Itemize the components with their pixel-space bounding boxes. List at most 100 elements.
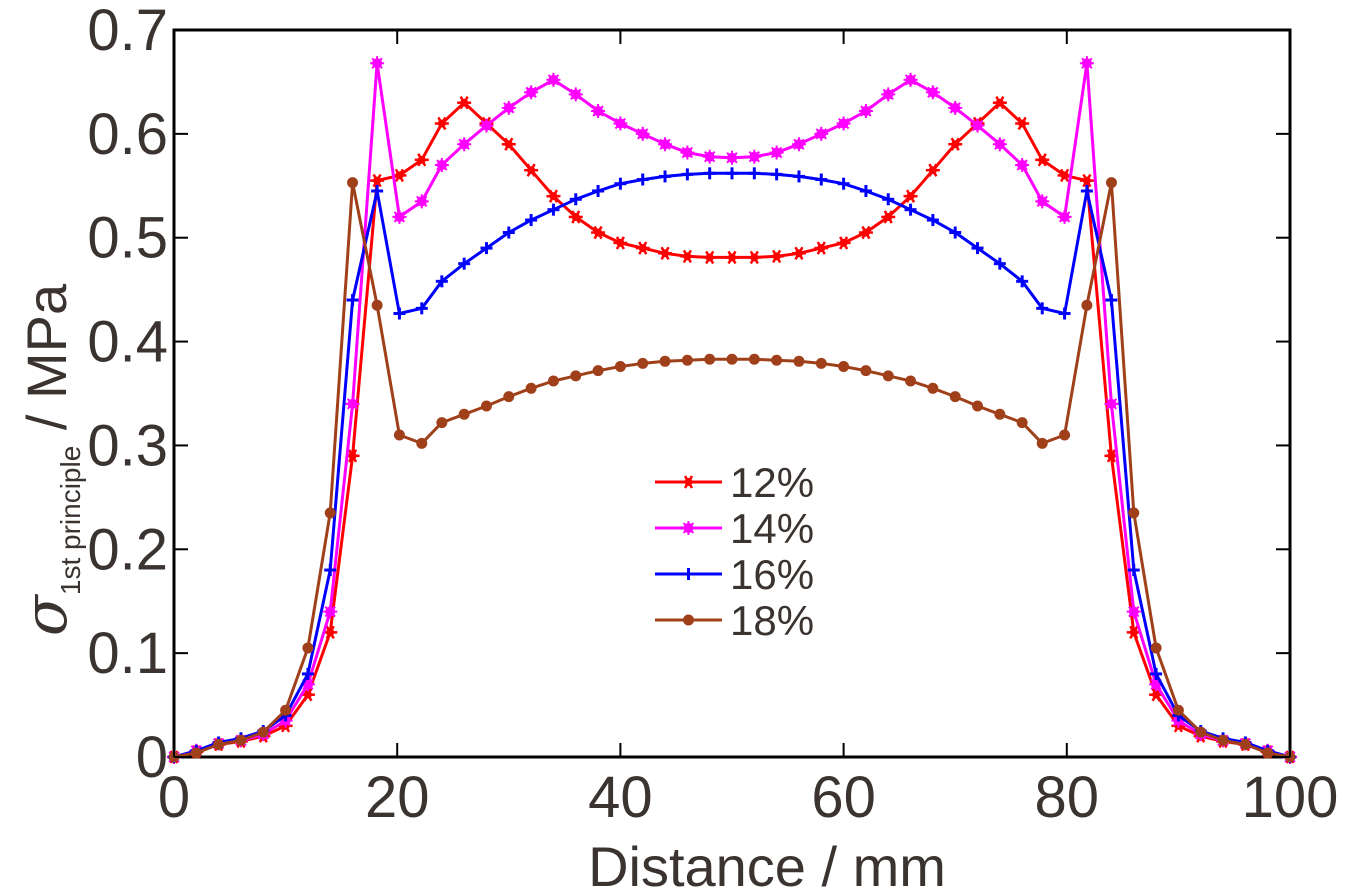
data-point xyxy=(658,246,673,260)
data-point xyxy=(793,355,805,367)
legend: 12%14%16%18% xyxy=(655,459,814,644)
data-point xyxy=(792,170,805,183)
data-point xyxy=(458,257,471,270)
y-axis-symbol: σ xyxy=(11,593,81,636)
y-tick-label: 0.3 xyxy=(87,413,168,478)
legend-label: 14% xyxy=(730,505,814,552)
data-point xyxy=(747,250,762,265)
plot-border xyxy=(172,28,1292,759)
data-point xyxy=(546,72,561,87)
data-point xyxy=(1239,739,1251,751)
data-point xyxy=(948,100,963,115)
data-point xyxy=(1059,429,1071,441)
data-point xyxy=(859,184,872,197)
data-point xyxy=(771,354,783,366)
data-point xyxy=(970,118,985,133)
data-point xyxy=(414,153,429,167)
data-point xyxy=(725,250,739,265)
data-point xyxy=(1172,704,1184,716)
data-point xyxy=(280,704,292,716)
data-point xyxy=(1150,667,1163,680)
data-point xyxy=(1128,507,1140,519)
data-point xyxy=(680,249,695,264)
y-axis-subscript: 1st principle xyxy=(55,446,86,595)
data-point xyxy=(501,137,516,151)
data-point xyxy=(1195,726,1207,738)
data-point xyxy=(458,408,470,420)
data-point xyxy=(524,85,539,100)
x-tick-label: 80 xyxy=(1035,765,1100,830)
data-point xyxy=(681,475,696,489)
data-point xyxy=(547,203,560,216)
data-point xyxy=(726,167,738,180)
data-point xyxy=(1079,56,1094,71)
data-point xyxy=(613,116,628,131)
data-point xyxy=(992,96,1007,110)
data-point xyxy=(1150,642,1162,654)
data-point xyxy=(592,365,604,377)
data-point xyxy=(837,177,850,190)
data-point xyxy=(858,104,873,119)
data-point xyxy=(613,236,628,250)
data-point xyxy=(948,137,963,151)
data-point xyxy=(479,118,494,133)
data-point xyxy=(591,225,606,240)
data-point xyxy=(814,241,829,255)
data-point xyxy=(748,353,760,365)
data-point xyxy=(858,225,873,240)
data-point xyxy=(213,739,225,751)
data-point xyxy=(882,370,894,382)
data-point xyxy=(927,382,939,394)
data-point xyxy=(702,149,717,164)
data-point xyxy=(190,747,202,759)
data-point xyxy=(592,184,605,197)
data-point xyxy=(415,302,428,315)
data-point xyxy=(1217,734,1229,746)
data-point xyxy=(1105,294,1118,307)
x-tick-label: 0 xyxy=(158,765,190,830)
data-point xyxy=(591,104,606,119)
data-point xyxy=(680,145,695,160)
data-point xyxy=(457,137,472,152)
data-point xyxy=(725,150,739,165)
data-point xyxy=(903,189,918,203)
data-point xyxy=(347,177,359,189)
data-point xyxy=(503,391,515,403)
data-point xyxy=(392,209,407,224)
data-point xyxy=(1127,564,1140,577)
data-point xyxy=(702,250,717,265)
data-point xyxy=(1016,417,1028,429)
data-point xyxy=(1015,116,1030,131)
data-point xyxy=(614,177,627,190)
data-point xyxy=(1079,173,1094,188)
data-point xyxy=(370,56,385,71)
data-point xyxy=(393,307,406,320)
data-point xyxy=(1057,209,1072,224)
data-point xyxy=(436,417,448,429)
data-point xyxy=(1126,604,1141,619)
data-point xyxy=(726,353,738,365)
data-point xyxy=(525,382,537,394)
data-point xyxy=(435,275,448,288)
data-point xyxy=(393,429,405,441)
ticks-layer: 0 20 40 60 80 100 0 0.1 0.2 0.3 0.4 0.5 0.6 0.7 xyxy=(87,0,1338,830)
data-point xyxy=(681,168,694,181)
data-point xyxy=(345,396,360,411)
data-point xyxy=(748,167,761,180)
legend-label: 12% xyxy=(730,459,814,506)
data-point xyxy=(972,400,984,412)
data-point xyxy=(904,203,917,216)
data-point xyxy=(949,391,961,403)
data-point xyxy=(836,116,851,131)
data-point xyxy=(434,158,449,173)
data-point xyxy=(371,299,383,311)
x-tick-label: 100 xyxy=(1242,765,1339,830)
y-axis-unit: / MPa xyxy=(15,283,78,446)
data-point xyxy=(501,100,516,115)
data-point xyxy=(815,173,828,186)
svg-text:σ1st principle / MPa: σ1st principle / MPa xyxy=(11,283,86,636)
data-point xyxy=(971,242,984,255)
data-point xyxy=(480,400,492,412)
data-point xyxy=(569,193,582,206)
